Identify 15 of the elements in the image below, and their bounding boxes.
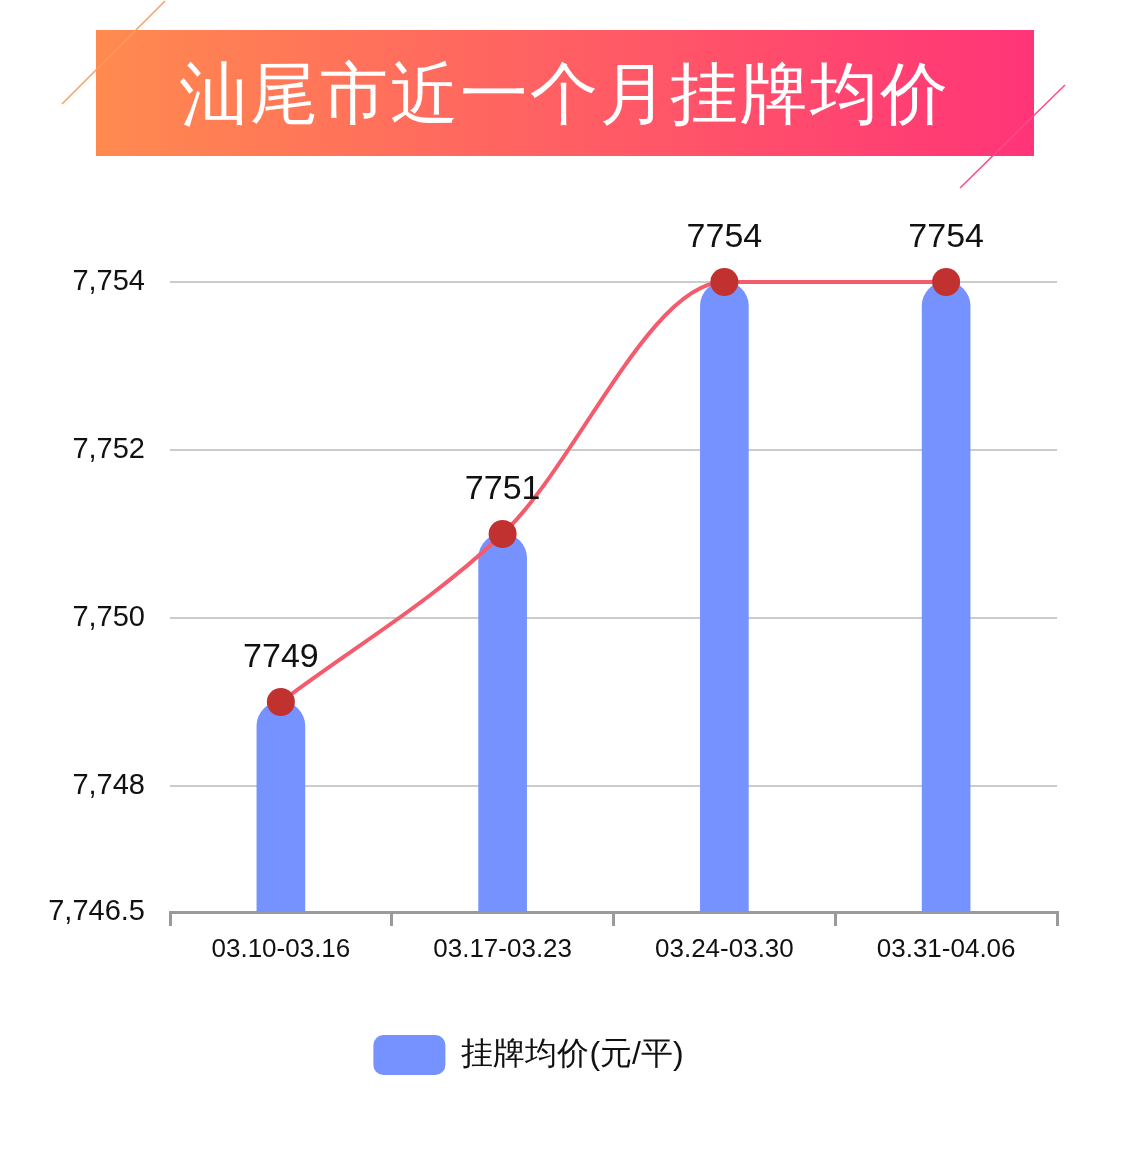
- x-tick-label: 03.17-03.23: [433, 932, 573, 963]
- legend-label: 挂牌均价(元/平): [461, 1034, 684, 1071]
- y-tick-label: 7,752: [72, 432, 145, 464]
- data-label: 7754: [908, 216, 984, 255]
- x-tick-label: 03.24-03.30: [654, 932, 794, 963]
- y-tick-label: 7,754: [72, 264, 145, 296]
- y-tick-label: 7,750: [72, 600, 145, 632]
- x-tick-label: 03.31-04.06: [876, 932, 1016, 963]
- chart-title: 汕尾市近一个月挂牌均价: [180, 55, 950, 131]
- y-tick-label: 7,748: [72, 768, 145, 800]
- data-label: 7751: [464, 468, 541, 507]
- data-label: 7749: [243, 636, 319, 675]
- x-tick-label: 03.10-03.16: [211, 932, 351, 963]
- y-tick-label: 7,746.5: [48, 894, 145, 926]
- data-label: 7754: [686, 216, 763, 255]
